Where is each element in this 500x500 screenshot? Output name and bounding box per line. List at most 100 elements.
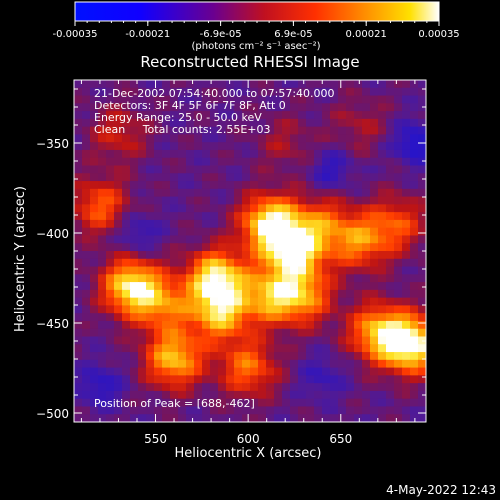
heatmap-cell — [402, 149, 411, 159]
heatmap-cell — [418, 258, 426, 268]
heatmap-cell — [242, 297, 251, 307]
heatmap-cell — [130, 320, 139, 330]
heatmap-cell — [378, 266, 387, 275]
heatmap-cell — [418, 126, 426, 136]
heatmap-cell — [170, 274, 179, 283]
heatmap-cell — [402, 320, 411, 330]
heatmap-cell — [106, 359, 115, 369]
heatmap-cell — [394, 313, 403, 322]
heatmap-cell — [394, 251, 403, 260]
heatmap-cell — [290, 142, 299, 151]
heatmap-cell — [202, 274, 211, 283]
heatmap-cell — [106, 313, 115, 322]
heatmap-cell — [386, 165, 395, 174]
heatmap-cell — [250, 258, 259, 268]
heatmap-cell — [154, 344, 163, 353]
heatmap-cell — [122, 406, 131, 415]
heatmap-cell — [274, 352, 283, 361]
heatmap-cell — [194, 219, 203, 229]
heatmap-cell — [146, 266, 155, 275]
heatmap-cell — [154, 149, 163, 159]
heatmap-cell — [122, 173, 131, 182]
heatmap-cell — [114, 289, 123, 299]
heatmap-cell — [154, 212, 163, 221]
heatmap-cell — [194, 274, 203, 283]
heatmap-cell — [338, 235, 347, 244]
heatmap-cell — [274, 313, 283, 322]
heatmap-cell — [146, 305, 155, 314]
heatmap-cell — [202, 289, 211, 299]
heatmap-cell — [338, 297, 347, 307]
heatmap-cell — [162, 352, 171, 361]
heatmap-cell — [378, 196, 387, 205]
heatmap-cell — [338, 274, 347, 283]
heatmap-cell — [82, 157, 91, 167]
heatmap-cell — [410, 103, 419, 112]
y-tick-label: −500 — [36, 407, 69, 421]
heatmap-cell — [338, 406, 347, 415]
heatmap-cell — [290, 235, 299, 244]
heatmap-cell — [266, 320, 275, 330]
heatmap-cell — [306, 406, 315, 415]
heatmap-cell — [178, 188, 187, 198]
heatmap-cell — [154, 328, 163, 338]
heatmap-cell — [202, 383, 211, 392]
heatmap-cell — [290, 212, 299, 221]
heatmap-cell — [178, 328, 187, 338]
heatmap-cell — [138, 235, 147, 244]
heatmap-cell — [106, 305, 115, 314]
heatmap-cell — [162, 173, 171, 182]
heatmap-cell — [98, 103, 107, 112]
heatmap-cell — [218, 149, 227, 159]
heatmap-cell — [266, 219, 275, 229]
heatmap-cell — [346, 142, 355, 151]
heatmap-cell — [338, 157, 347, 167]
heatmap-cell — [282, 181, 291, 190]
heatmap-cell — [346, 157, 355, 167]
heatmap-cell — [362, 173, 371, 182]
heatmap-cell — [186, 297, 195, 307]
heatmap-cell — [370, 328, 379, 338]
heatmap-cell — [298, 126, 307, 136]
heatmap-cell — [418, 305, 426, 314]
heatmap-cell — [202, 134, 211, 143]
heatmap-cell — [322, 383, 331, 392]
heatmap-cell — [290, 149, 299, 159]
heatmap-cell — [210, 149, 219, 159]
heatmap-cell — [282, 352, 291, 361]
heatmap-cell — [154, 375, 163, 384]
heatmap-cell — [354, 243, 363, 252]
heatmap-cell — [162, 142, 171, 151]
heatmap-cell — [210, 103, 219, 112]
heatmap-cell — [242, 383, 251, 392]
heatmap-cell — [402, 344, 411, 353]
heatmap-cell — [290, 196, 299, 205]
heatmap-cell — [258, 243, 267, 252]
heatmap-cell — [178, 251, 187, 260]
heatmap-cell — [82, 173, 91, 182]
heatmap-cell — [386, 398, 395, 408]
heatmap-cell — [154, 157, 163, 167]
heatmap-cell — [170, 118, 179, 128]
colorbar-tick-label: 0.00021 — [346, 29, 387, 40]
heatmap-cell — [194, 258, 203, 268]
heatmap-cell — [122, 336, 131, 345]
heatmap-cell — [250, 188, 259, 198]
heatmap-cell — [298, 181, 307, 190]
heatmap-cell — [258, 258, 267, 268]
heatmap-cell — [250, 103, 259, 112]
heatmap-cell — [362, 134, 371, 143]
heatmap-cell — [178, 320, 187, 330]
heatmap-cell — [194, 297, 203, 307]
heatmap-cell — [266, 173, 275, 182]
heatmap-cell — [98, 243, 107, 252]
heatmap-cell — [282, 359, 291, 369]
heatmap-cell — [146, 336, 155, 345]
heatmap-cell — [170, 95, 179, 104]
colorbar-tick-label: 6.9e-05 — [274, 29, 312, 40]
heatmap-cell — [178, 359, 187, 369]
heatmap-cell — [394, 157, 403, 167]
heatmap-cell — [106, 142, 115, 151]
heatmap-cell — [74, 149, 83, 159]
heatmap-cell — [194, 383, 203, 392]
